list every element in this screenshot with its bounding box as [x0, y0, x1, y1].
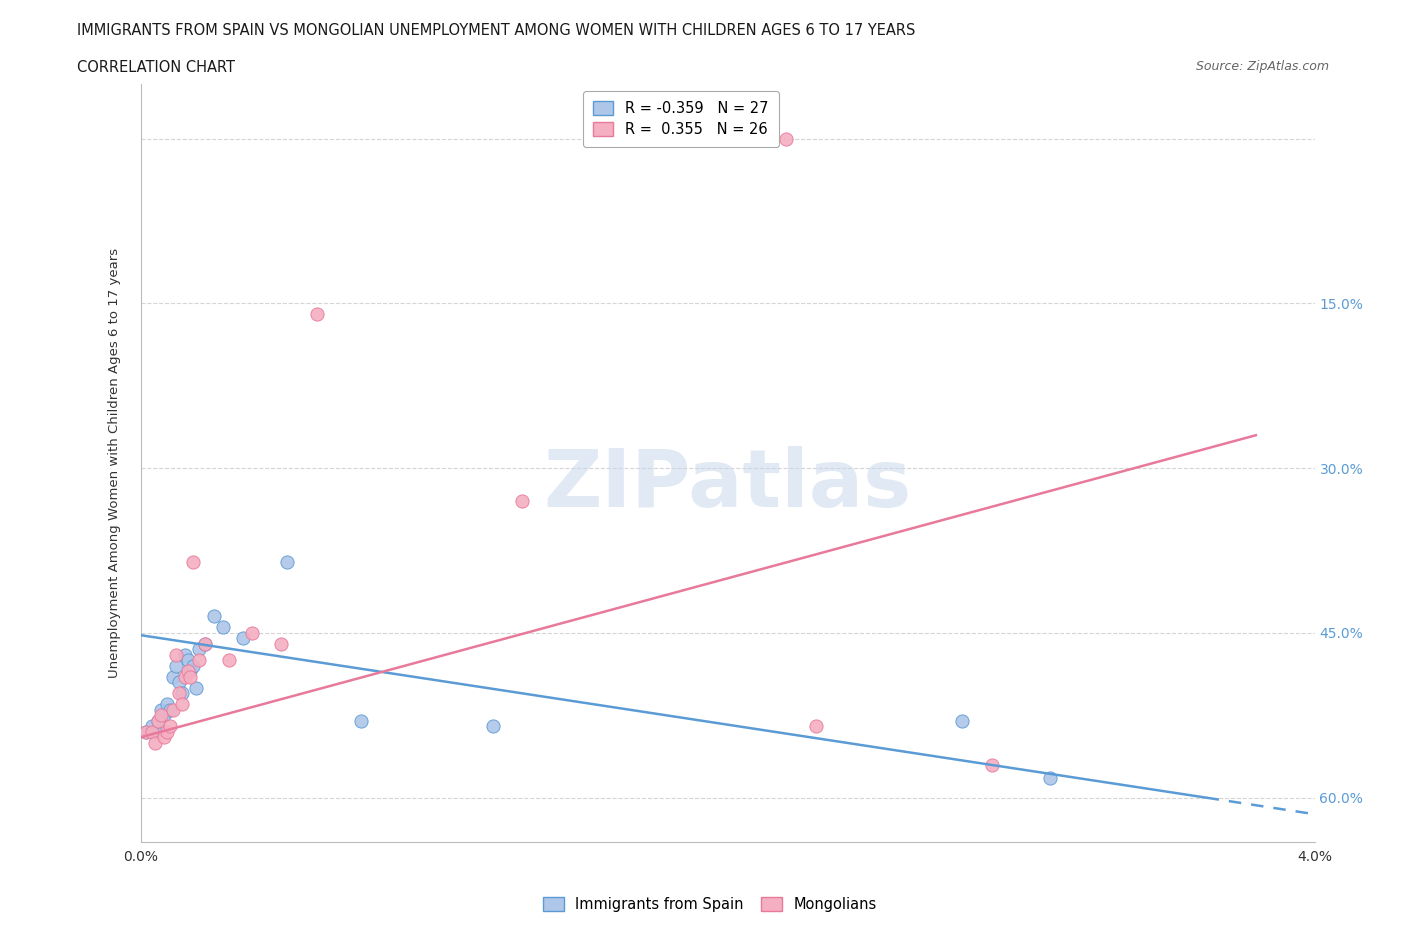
Point: [183, 554, 205, 569]
Y-axis label: Unemployment Among Women with Children Ages 6 to 17 years: Unemployment Among Women with Children A…: [108, 247, 121, 678]
Point: [173, 647, 195, 662]
Point: [159, 702, 181, 717]
Text: IMMIGRANTS FROM SPAIN VS MONGOLIAN UNEMPLOYMENT AMONG WOMEN WITH CHILDREN AGES 6: IMMIGRANTS FROM SPAIN VS MONGOLIAN UNEMP…: [77, 23, 915, 38]
Text: Source: ZipAtlas.com: Source: ZipAtlas.com: [1195, 60, 1329, 73]
Point: [202, 609, 225, 624]
Point: [135, 724, 157, 739]
Point: [135, 724, 157, 739]
Point: [952, 713, 974, 728]
Legend: Immigrants from Spain, Mongolians: Immigrants from Spain, Mongolians: [537, 891, 883, 918]
Point: [270, 636, 292, 651]
Point: [775, 131, 797, 146]
Point: [156, 697, 179, 711]
Point: [150, 702, 173, 717]
Point: [176, 653, 198, 668]
Point: [141, 719, 163, 734]
Point: [980, 757, 1002, 772]
Legend: R = -0.359   N = 27, R =  0.355   N = 26: R = -0.359 N = 27, R = 0.355 N = 26: [582, 91, 779, 147]
Point: [167, 686, 190, 701]
Point: [165, 658, 187, 673]
Point: [162, 670, 184, 684]
Point: [150, 708, 173, 723]
Point: [183, 658, 205, 673]
Point: [510, 494, 533, 509]
Point: [276, 554, 298, 569]
Point: [162, 702, 184, 717]
Point: [188, 653, 211, 668]
Point: [153, 730, 176, 745]
Point: [153, 708, 176, 723]
Point: [159, 719, 181, 734]
Point: [148, 713, 170, 728]
Point: [211, 620, 233, 635]
Point: [170, 697, 193, 711]
Point: [305, 307, 328, 322]
Point: [170, 686, 193, 701]
Point: [156, 724, 179, 739]
Point: [194, 636, 217, 651]
Point: [165, 647, 187, 662]
Point: [173, 670, 195, 684]
Point: [167, 675, 190, 690]
Point: [218, 653, 240, 668]
Point: [194, 636, 217, 651]
Point: [143, 724, 166, 739]
Point: [188, 642, 211, 657]
Text: ZIPatlas: ZIPatlas: [544, 446, 911, 525]
Point: [148, 713, 170, 728]
Text: CORRELATION CHART: CORRELATION CHART: [77, 60, 235, 75]
Point: [179, 664, 201, 679]
Point: [176, 664, 198, 679]
Point: [232, 631, 254, 645]
Point: [1039, 770, 1062, 785]
Point: [179, 670, 201, 684]
Point: [141, 724, 163, 739]
Point: [240, 626, 263, 641]
Point: [143, 736, 166, 751]
Point: [186, 681, 208, 696]
Point: [482, 719, 505, 734]
Point: [804, 719, 827, 734]
Point: [350, 713, 373, 728]
